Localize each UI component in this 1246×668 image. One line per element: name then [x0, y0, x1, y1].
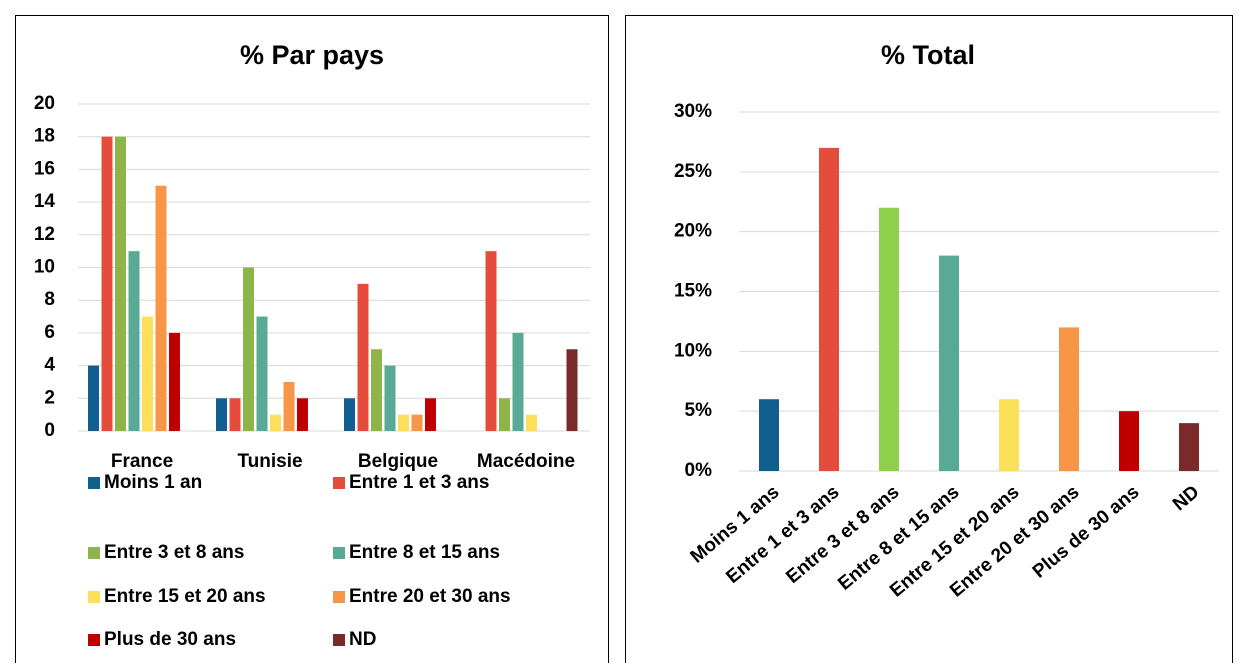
- bar: [297, 398, 308, 431]
- bar: [357, 283, 369, 431]
- bar: [1179, 423, 1199, 471]
- legend-label: Entre 1 et 3 ans: [349, 472, 489, 493]
- bar: [169, 332, 180, 431]
- legend-swatch: [333, 591, 345, 603]
- bar: [526, 414, 537, 431]
- legend-label: Entre 8 et 15 ans: [349, 542, 500, 563]
- legend-label: Entre 15 et 20 ans: [104, 586, 266, 607]
- bar: [819, 147, 839, 471]
- y-tick-label: 10: [34, 257, 55, 278]
- y-tick-label: 12: [34, 224, 55, 245]
- bar: [128, 251, 140, 431]
- y-tick-label: 5%: [685, 400, 713, 421]
- y-tick-label: 10%: [674, 340, 712, 361]
- y-tick-label: 8: [44, 289, 55, 310]
- bar: [216, 398, 227, 431]
- bar: [229, 398, 241, 431]
- legend-swatch: [88, 634, 100, 646]
- bar: [101, 136, 113, 431]
- y-tick-label: 16: [34, 158, 55, 179]
- y-tick-label: 0: [44, 420, 55, 441]
- bar: [384, 365, 396, 431]
- bar: [371, 349, 382, 431]
- y-tick-label: 30%: [674, 101, 712, 122]
- bar: [759, 399, 779, 471]
- y-tick-label: 25%: [674, 161, 712, 182]
- y-tick-label: 4: [44, 355, 55, 376]
- bar: [425, 398, 436, 431]
- legend-swatch: [88, 477, 100, 489]
- bar: [1119, 411, 1139, 471]
- bar: [115, 136, 126, 431]
- bar: [999, 399, 1019, 471]
- bar: [344, 398, 355, 431]
- legend-label: Plus de 30 ans: [104, 629, 236, 650]
- bar: [155, 185, 167, 431]
- bar: [283, 381, 295, 431]
- legend-swatch: [333, 547, 345, 559]
- bar: [879, 207, 899, 471]
- bar: [411, 414, 423, 431]
- chart-title: % Total: [881, 40, 975, 70]
- legend-label: Moins 1 an: [104, 472, 202, 493]
- y-tick-label: 14: [34, 191, 56, 212]
- legend-label: Entre 20 et 30 ans: [349, 586, 511, 607]
- bar: [1059, 327, 1079, 471]
- legend-label: ND: [349, 629, 376, 650]
- chart-frame: [15, 15, 609, 668]
- bar: [398, 414, 409, 431]
- chart-frame: [625, 15, 1233, 668]
- legend-swatch: [333, 477, 345, 489]
- y-tick-label: 0%: [685, 460, 713, 481]
- legend-swatch: [88, 591, 100, 603]
- x-tick-label: Plus de 30 ans: [1029, 482, 1144, 583]
- y-tick-label: 20: [34, 93, 55, 114]
- bar: [512, 332, 524, 431]
- bar: [939, 255, 959, 471]
- bar: [270, 414, 281, 431]
- y-tick-label: 15%: [674, 281, 712, 302]
- y-tick-label: 2: [44, 387, 55, 408]
- bar: [243, 267, 254, 431]
- x-tick-label: ND: [1169, 482, 1204, 516]
- y-tick-label: 20%: [674, 221, 712, 242]
- bar: [142, 316, 153, 431]
- chart-title: % Par pays: [240, 40, 384, 70]
- legend-label: Entre 3 et 8 ans: [104, 542, 244, 563]
- x-tick-label: Tunisie: [237, 451, 302, 472]
- bar: [256, 316, 268, 431]
- x-tick-label: Macédoine: [477, 451, 575, 472]
- bar: [499, 398, 510, 431]
- y-tick-label: 18: [34, 126, 55, 147]
- x-tick-label: France: [111, 451, 173, 472]
- legend-swatch: [88, 547, 100, 559]
- bar: [88, 365, 99, 431]
- bar: [566, 349, 578, 431]
- bar: [485, 251, 497, 431]
- x-tick-label: Belgique: [358, 451, 438, 472]
- legend-swatch: [333, 634, 345, 646]
- y-tick-label: 6: [44, 322, 55, 343]
